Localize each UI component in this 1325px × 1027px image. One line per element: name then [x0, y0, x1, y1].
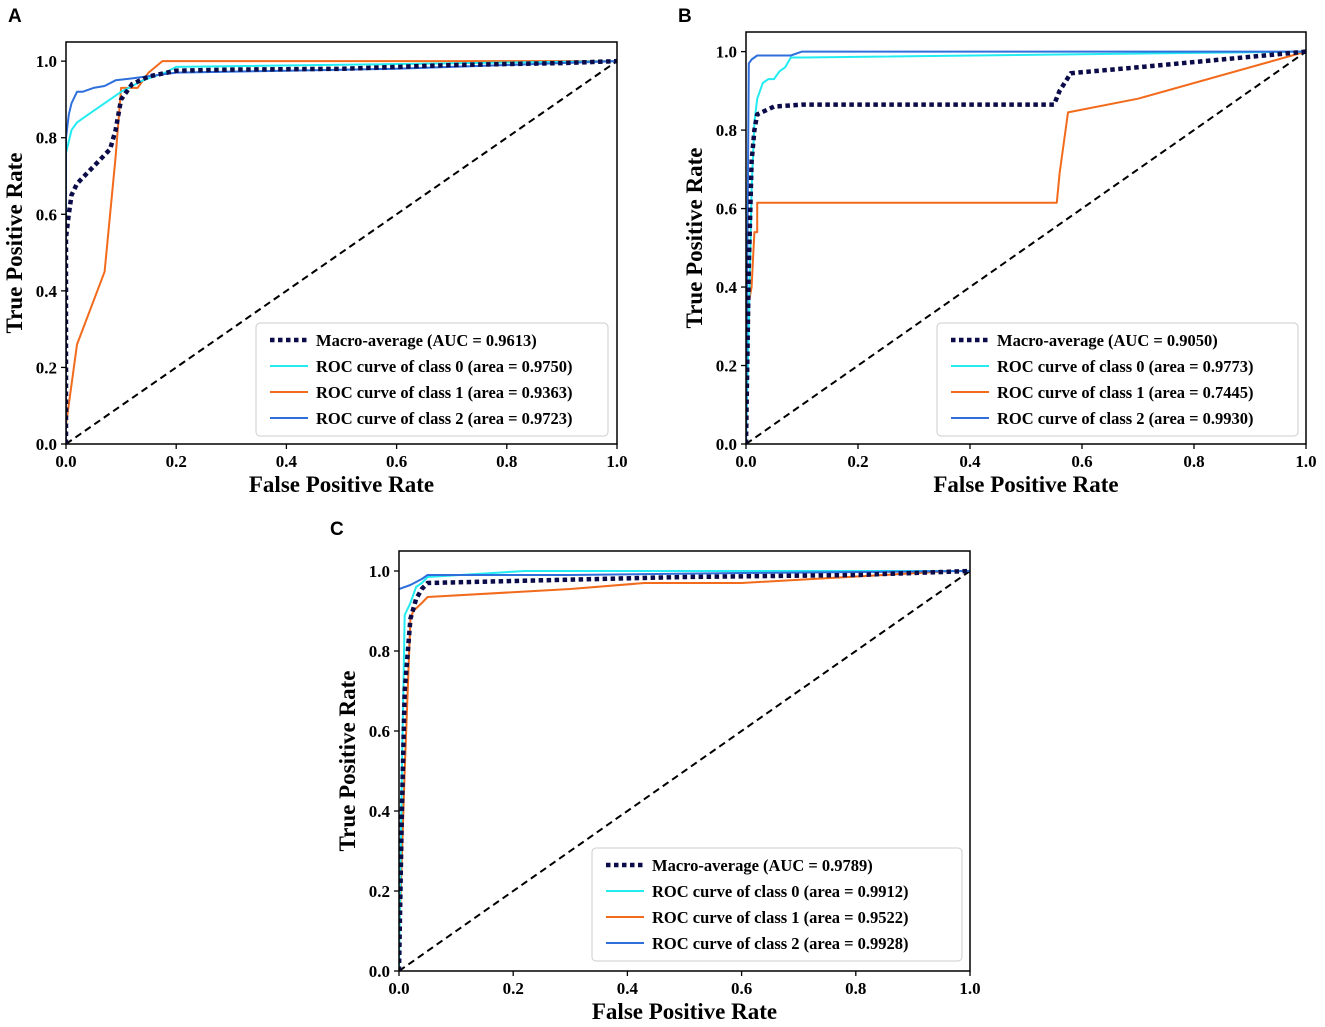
legend: Macro-average (AUC = 0.9789) ROC curve of… — [591, 847, 963, 962]
plot-area — [66, 58, 617, 444]
legend: Macro-average (AUC = 0.9050) ROC curve of… — [936, 322, 1299, 437]
legend-entry-label: ROC curve of class 0 (area = 0.9773) — [997, 357, 1254, 376]
x-tick-label: 1.0 — [606, 452, 627, 471]
x-tick-label: 0.4 — [959, 452, 981, 471]
legend-entry-label: Macro-average (AUC = 0.9789) — [652, 856, 873, 875]
x-tick-label: 0.8 — [845, 979, 866, 998]
roc-class0-line — [746, 50, 1306, 444]
roc-class2-line — [399, 570, 970, 590]
macro-average-line — [399, 568, 970, 971]
y-tick-label: 0.2 — [716, 357, 737, 376]
y-tick-label: 0.8 — [36, 129, 57, 148]
macro-average-line — [66, 58, 617, 444]
legend-entry-label: ROC curve of class 1 (area = 0.9522) — [652, 908, 909, 927]
y-tick-label: 0.4 — [716, 278, 738, 297]
y-tick-label: 0.2 — [369, 882, 390, 901]
x-tick-label: 0.8 — [1183, 452, 1204, 471]
x-axis-label: False Positive Rate — [592, 999, 777, 1024]
legend-entry-label: ROC curve of class 1 (area = 0.7445) — [997, 383, 1254, 402]
y-tick-label: 0.0 — [369, 962, 390, 981]
y-axis-label: True Positive Rate — [335, 671, 360, 852]
legend-box — [591, 847, 963, 962]
x-tick-label: 0.8 — [496, 452, 517, 471]
y-tick-label: 1.0 — [36, 52, 57, 71]
x-tick-label: 0.6 — [731, 979, 752, 998]
legend: Macro-average (AUC = 0.9613) ROC curve of… — [255, 322, 609, 437]
legend-entry-label: ROC curve of class 0 (area = 0.9912) — [652, 882, 909, 901]
plot-area — [399, 568, 970, 971]
legend-box — [936, 322, 1299, 437]
axes-frame — [398, 550, 971, 972]
axes-frame — [65, 41, 618, 445]
legend-entry-label: ROC curve of class 2 (area = 0.9930) — [997, 409, 1254, 428]
panel-label: C — [330, 519, 344, 540]
legend-entry-label: ROC curve of class 2 (area = 0.9928) — [652, 934, 909, 953]
roc-class1-line — [746, 50, 1306, 319]
y-tick-label: 0.4 — [369, 802, 391, 821]
x-axis-label: False Positive Rate — [933, 472, 1118, 497]
y-tick-label: 0.6 — [716, 200, 737, 219]
legend-entry-label: ROC curve of class 0 (area = 0.9750) — [316, 357, 573, 376]
x-tick-label: 0.6 — [1071, 452, 1092, 471]
roc-panel-C: C 0.0 0.2 0.4 0.6 0.8 1.0 0.0 0.2 0.4 0.6 0.8 1.0 Fal… — [330, 519, 981, 1024]
roc-class2-line — [746, 50, 1306, 444]
plot-area — [746, 49, 1306, 444]
panel-label: B — [678, 6, 692, 27]
legend-entry-label: Macro-average (AUC = 0.9613) — [316, 331, 537, 350]
x-tick-label: 0.0 — [735, 452, 756, 471]
y-tick-label: 0.4 — [36, 282, 58, 301]
x-tick-label: 1.0 — [959, 979, 980, 998]
legend-entry-label: ROC curve of class 1 (area = 0.9363) — [316, 383, 573, 402]
y-tick-label: 1.0 — [369, 562, 390, 581]
x-tick-label: 0.0 — [388, 979, 409, 998]
chance-diagonal-line — [399, 570, 970, 971]
y-tick-label: 0.8 — [369, 642, 390, 661]
y-axis-label: True Positive Rate — [2, 153, 27, 334]
x-tick-label: 0.2 — [503, 979, 524, 998]
x-tick-label: 0.2 — [847, 452, 868, 471]
y-tick-label: 0.0 — [716, 435, 737, 454]
x-tick-label: 0.0 — [55, 452, 76, 471]
chance-diagonal-line — [746, 50, 1306, 444]
panel-label: A — [8, 6, 22, 27]
x-axis-label: False Positive Rate — [249, 472, 434, 497]
y-tick-label: 0.8 — [716, 121, 737, 140]
y-tick-label: 0.2 — [36, 358, 57, 377]
macro-average-line — [746, 49, 1306, 444]
y-tick-label: 0.6 — [36, 205, 57, 224]
chance-diagonal-line — [66, 60, 617, 444]
axes-frame — [745, 31, 1307, 445]
x-tick-label: 0.4 — [276, 452, 298, 471]
x-tick-label: 0.2 — [166, 452, 187, 471]
legend-entry-label: ROC curve of class 2 (area = 0.9723) — [316, 409, 573, 428]
x-tick-label: 0.4 — [617, 979, 639, 998]
legend-entry-label: Macro-average (AUC = 0.9050) — [997, 331, 1218, 350]
x-tick-label: 1.0 — [1295, 452, 1316, 471]
roc-class1-line — [399, 570, 970, 944]
roc-panel-A: A 0.0 0.2 0.4 0.6 0.8 1.0 0.0 0.2 0.4 0.6 0.8 1.0 Fal… — [2, 6, 628, 497]
x-tick-label: 0.6 — [386, 452, 407, 471]
y-tick-label: 0.0 — [36, 435, 57, 454]
y-tick-label: 0.6 — [369, 722, 390, 741]
roc-panel-B: B 0.0 0.2 0.4 0.6 0.8 1.0 0.0 0.2 0.4 0.6 0.8 1.0 Fal… — [678, 6, 1317, 497]
legend-box — [255, 322, 609, 437]
y-tick-label: 1.0 — [716, 43, 737, 62]
y-axis-label: True Positive Rate — [682, 148, 707, 329]
